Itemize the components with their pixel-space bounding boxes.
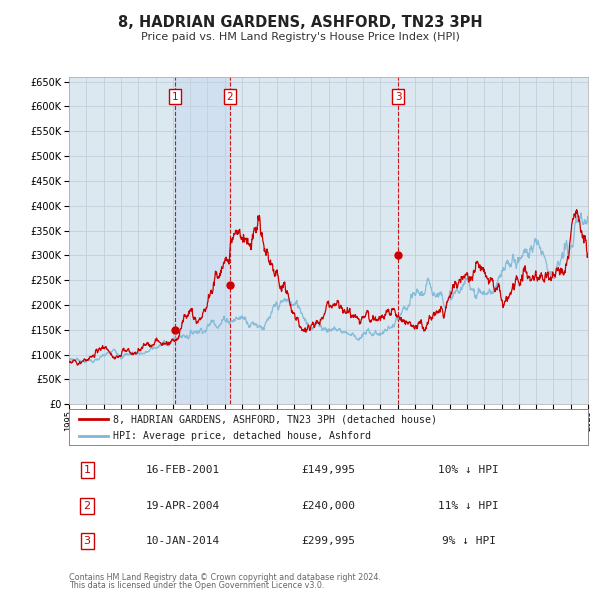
Text: Contains HM Land Registry data © Crown copyright and database right 2024.: Contains HM Land Registry data © Crown c…: [69, 572, 381, 582]
Text: 1: 1: [83, 466, 91, 475]
Text: Price paid vs. HM Land Registry's House Price Index (HPI): Price paid vs. HM Land Registry's House …: [140, 32, 460, 42]
Text: 2: 2: [227, 91, 233, 101]
Text: 8, HADRIAN GARDENS, ASHFORD, TN23 3PH (detached house): 8, HADRIAN GARDENS, ASHFORD, TN23 3PH (d…: [113, 414, 437, 424]
Text: 1: 1: [172, 91, 178, 101]
Text: This data is licensed under the Open Government Licence v3.0.: This data is licensed under the Open Gov…: [69, 581, 325, 590]
Text: 10-JAN-2014: 10-JAN-2014: [146, 536, 220, 546]
Text: 3: 3: [395, 91, 401, 101]
Text: 9% ↓ HPI: 9% ↓ HPI: [442, 536, 496, 546]
Text: 11% ↓ HPI: 11% ↓ HPI: [438, 501, 499, 510]
Text: 2: 2: [83, 501, 91, 510]
Text: £299,995: £299,995: [302, 536, 355, 546]
Text: 8, HADRIAN GARDENS, ASHFORD, TN23 3PH: 8, HADRIAN GARDENS, ASHFORD, TN23 3PH: [118, 15, 482, 30]
Text: £240,000: £240,000: [302, 501, 355, 510]
Text: 16-FEB-2001: 16-FEB-2001: [146, 466, 220, 475]
Text: HPI: Average price, detached house, Ashford: HPI: Average price, detached house, Ashf…: [113, 431, 371, 441]
Text: 3: 3: [83, 536, 91, 546]
Bar: [175, 77, 230, 404]
Text: 10% ↓ HPI: 10% ↓ HPI: [438, 466, 499, 475]
Text: £149,995: £149,995: [302, 466, 355, 475]
Text: 19-APR-2004: 19-APR-2004: [146, 501, 220, 510]
